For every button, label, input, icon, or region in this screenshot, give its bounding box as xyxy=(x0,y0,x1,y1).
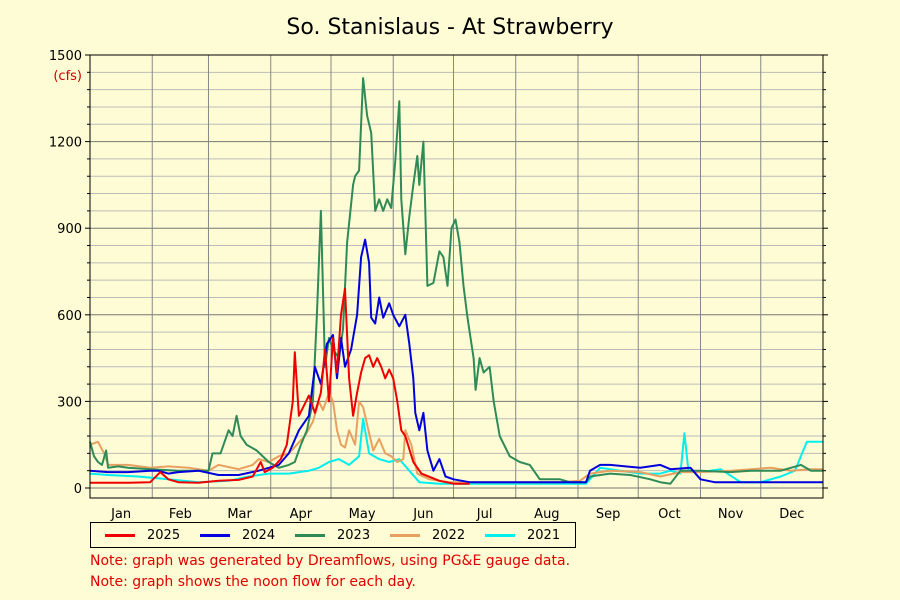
legend-swatch xyxy=(390,533,420,537)
series-line-2025 xyxy=(90,287,470,485)
x-tick-label: Jun xyxy=(412,507,433,522)
axis-ticks: 0 300 600 900 1200 1500 Jan Feb Mar Apr May Jun Jul A… xyxy=(49,49,828,522)
legend-label: 2023 xyxy=(337,527,371,543)
x-tick-label: Jul xyxy=(476,507,493,522)
legend-item-2022: 2022 xyxy=(390,523,465,547)
legend-item-2023: 2023 xyxy=(295,523,370,547)
x-tick-label: Mar xyxy=(227,507,252,522)
note-noon-flow: Note: graph shows the noon flow for each… xyxy=(90,574,416,590)
y-tick-label: 1200 xyxy=(49,136,82,151)
legend: 2025 2024 2023 2022 2021 xyxy=(90,522,576,548)
grid xyxy=(89,54,824,498)
legend-item-2024: 2024 xyxy=(200,523,275,547)
x-tick-label: Oct xyxy=(658,507,680,522)
legend-swatch xyxy=(295,533,325,537)
y-axis-unit-label: (cfs) xyxy=(53,69,82,84)
legend-label: 2025 xyxy=(147,527,181,543)
chart-title: So. Stanislaus - At Strawberry xyxy=(286,15,613,40)
series-line-2021 xyxy=(89,417,823,485)
y-tick-label: 300 xyxy=(57,395,82,410)
series-line-2024 xyxy=(89,238,823,484)
legend-item-2021: 2021 xyxy=(485,523,560,547)
series-lines xyxy=(89,77,823,485)
legend-item-2025: 2025 xyxy=(105,523,180,547)
x-tick-label: Jan xyxy=(110,507,131,522)
legend-label: 2022 xyxy=(432,527,466,543)
legend-swatch xyxy=(485,533,515,537)
x-tick-label: May xyxy=(349,507,376,522)
x-tick-label: Feb xyxy=(169,507,192,522)
x-tick-label: Apr xyxy=(290,507,313,522)
y-tick-label: 1500 xyxy=(49,49,82,64)
x-tick-label: Aug xyxy=(534,507,559,522)
x-tick-label: Dec xyxy=(779,507,804,522)
legend-swatch xyxy=(200,533,230,537)
legend-swatch xyxy=(105,533,135,537)
plot-frame xyxy=(89,54,824,499)
legend-label: 2024 xyxy=(242,527,276,543)
y-tick-label: 0 xyxy=(74,482,82,497)
series-line-2022 xyxy=(89,391,823,484)
x-tick-label: Sep xyxy=(596,507,621,522)
legend-label: 2021 xyxy=(527,527,561,543)
x-tick-label: Nov xyxy=(718,507,744,522)
note-source: Note: graph was generated by Dreamflows,… xyxy=(90,553,571,569)
y-tick-label: 600 xyxy=(57,309,82,324)
series-line-2023 xyxy=(89,77,823,485)
y-tick-label: 900 xyxy=(57,222,82,237)
